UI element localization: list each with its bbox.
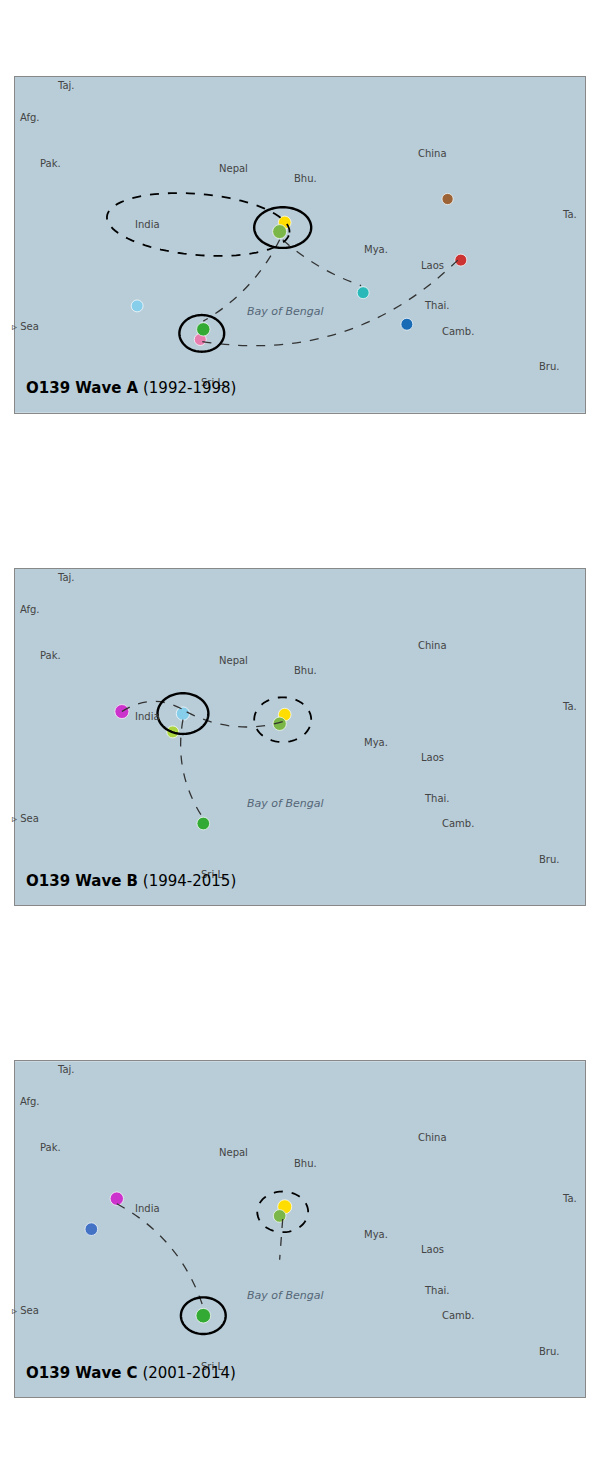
svg-text:Taj.: Taj. bbox=[57, 572, 75, 583]
svg-text:Nepal: Nepal bbox=[219, 655, 248, 666]
svg-text:▹ Sea: ▹ Sea bbox=[12, 1305, 39, 1316]
svg-text:Ta.: Ta. bbox=[562, 209, 577, 220]
svg-text:Bay of Bengal: Bay of Bengal bbox=[247, 797, 323, 810]
svg-text:China: China bbox=[418, 148, 447, 159]
svg-text:O139 Wave C (2001-2014): O139 Wave C (2001-2014) bbox=[26, 1364, 236, 1382]
svg-text:Laos: Laos bbox=[421, 260, 444, 271]
svg-text:India: India bbox=[135, 219, 160, 230]
svg-text:Bru.: Bru. bbox=[539, 361, 560, 372]
svg-text:Camb.: Camb. bbox=[442, 818, 474, 829]
svg-text:Taj.: Taj. bbox=[57, 1064, 75, 1075]
svg-text:Bru.: Bru. bbox=[539, 1346, 560, 1357]
svg-text:Nepal: Nepal bbox=[219, 1147, 248, 1158]
svg-text:Nepal: Nepal bbox=[219, 163, 248, 174]
svg-text:India: India bbox=[135, 711, 160, 722]
svg-text:Pak.: Pak. bbox=[40, 650, 61, 661]
svg-text:Pak.: Pak. bbox=[40, 1142, 61, 1153]
svg-text:Ta.: Ta. bbox=[562, 1193, 577, 1204]
svg-text:Bay of Bengal: Bay of Bengal bbox=[247, 1289, 323, 1302]
svg-text:Taj.: Taj. bbox=[57, 80, 75, 91]
svg-text:Afg.: Afg. bbox=[20, 1096, 40, 1107]
svg-text:Thai.: Thai. bbox=[424, 793, 450, 804]
svg-text:Thai.: Thai. bbox=[424, 300, 450, 311]
svg-text:Sri L.: Sri L. bbox=[201, 1361, 226, 1372]
svg-text:O139 Wave A (1992-1998): O139 Wave A (1992-1998) bbox=[26, 379, 236, 397]
svg-text:Bhu.: Bhu. bbox=[294, 173, 317, 184]
svg-text:Laos: Laos bbox=[421, 752, 444, 763]
svg-text:Bru.: Bru. bbox=[539, 854, 560, 865]
svg-text:Thai.: Thai. bbox=[424, 1285, 450, 1296]
svg-text:Mya.: Mya. bbox=[364, 244, 388, 255]
svg-text:O139 Wave B (1994-2015): O139 Wave B (1994-2015) bbox=[26, 872, 236, 890]
svg-text:▹ Sea: ▹ Sea bbox=[12, 813, 39, 824]
svg-text:Ta.: Ta. bbox=[562, 701, 577, 712]
svg-text:China: China bbox=[418, 640, 447, 651]
svg-text:Mya.: Mya. bbox=[364, 737, 388, 748]
svg-text:Pak.: Pak. bbox=[40, 158, 61, 169]
svg-text:Camb.: Camb. bbox=[442, 326, 474, 337]
svg-text:Afg.: Afg. bbox=[20, 112, 40, 123]
svg-text:▹ Sea: ▹ Sea bbox=[12, 321, 39, 332]
svg-text:Bhu.: Bhu. bbox=[294, 665, 317, 676]
svg-text:Camb.: Camb. bbox=[442, 1310, 474, 1321]
svg-text:Bhu.: Bhu. bbox=[294, 1158, 317, 1169]
svg-text:Sri L.: Sri L. bbox=[201, 869, 226, 880]
svg-text:Afg.: Afg. bbox=[20, 604, 40, 615]
svg-text:Mya.: Mya. bbox=[364, 1229, 388, 1240]
svg-text:China: China bbox=[418, 1132, 447, 1143]
svg-text:Sri L.: Sri L. bbox=[201, 377, 226, 388]
svg-text:Bay of Bengal: Bay of Bengal bbox=[247, 305, 323, 318]
svg-text:Laos: Laos bbox=[421, 1244, 444, 1255]
svg-text:India: India bbox=[135, 1203, 160, 1214]
